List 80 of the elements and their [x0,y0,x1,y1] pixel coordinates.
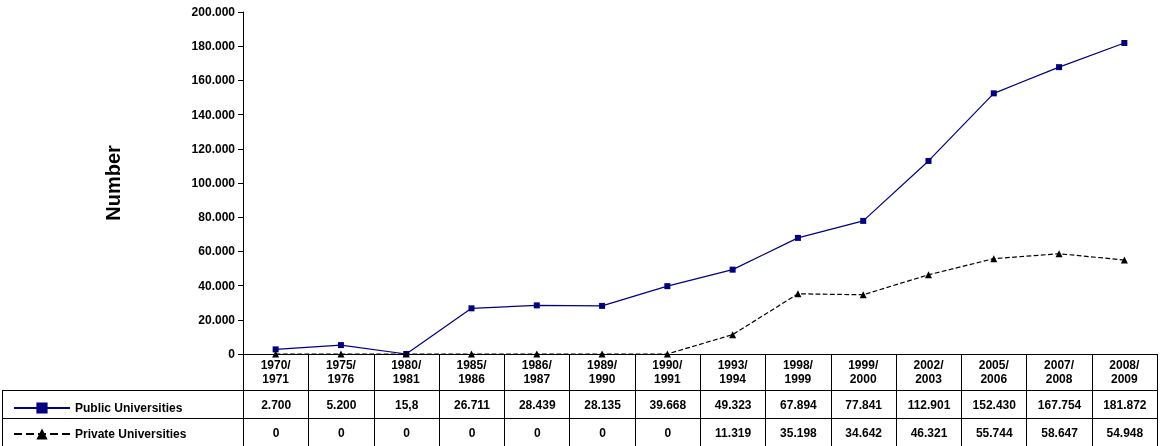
y-axis-title: Number [102,145,124,221]
x-tick-label: 2008/2009 [1109,358,1141,386]
x-tick-label: 1990/1991 [652,358,684,386]
point [990,90,997,97]
x-tick-label: 1989/1990 [587,358,618,386]
point [598,350,606,358]
y-tick-label: 180.000 [191,39,236,54]
point [794,290,802,298]
point [533,302,540,309]
data-label: 54.948 [1091,418,1158,446]
data-label: 0 [438,418,506,446]
data-label: 28.439 [504,390,571,419]
point [729,331,737,339]
point [1055,250,1063,258]
point [925,157,932,164]
data-label: 34.642 [830,418,897,446]
point [337,350,345,358]
point [272,346,279,353]
x-tick-label: 1970/1971 [260,358,292,386]
point [468,350,475,358]
point [533,350,541,358]
y-tick-label: 160.000 [191,73,236,88]
y-tick-label: 120.000 [191,141,236,156]
data-label: 0 [634,418,701,446]
data-label: 0 [504,418,571,446]
y-tick-label: 200.000 [191,5,236,19]
data-label: 77.841 [830,390,897,419]
data-label: 46.321 [895,418,963,446]
legend-label: Private Universities [75,427,187,441]
point [1120,256,1128,264]
point [1056,64,1063,71]
point [599,302,606,309]
data-label: 152.430 [961,390,1028,419]
x-tick-label: 1993/1994 [717,358,749,386]
point [337,342,344,349]
point [468,305,475,312]
data-label: 35.198 [765,418,832,446]
point [664,283,671,290]
x-tick-label: 2005/2006 [978,358,1010,386]
y-tick-label: 100.000 [191,176,236,190]
data-label: 112.901 [895,390,963,419]
point [1121,40,1128,46]
legend-label: Public Universities [75,401,183,415]
data-label: 55.744 [961,418,1028,446]
point [663,350,671,358]
data-label: 0 [569,418,636,446]
y-tick-label: 40.000 [198,278,236,293]
x-tick-label: 1998/1999 [782,358,814,386]
point [925,271,932,279]
point [729,266,736,273]
y-tick-label: 140.000 [191,107,236,122]
point [794,234,801,241]
data-label: 181.872 [1091,390,1158,419]
y-tick-label: 0 [228,347,236,361]
data-label: 0 [373,418,440,446]
data-label: 26.711 [438,390,506,419]
y-tick-label: 60.000 [198,244,236,259]
point [272,350,280,358]
data-label: 49.323 [700,390,767,419]
x-tick-label: 2007/2008 [1044,358,1075,386]
x-tick-label: 1999/2000 [848,358,879,386]
data-label: 39.668 [634,390,701,419]
point [860,217,867,224]
x-tick-label: 1975/1976 [325,358,357,386]
data-label: 5.200 [308,390,375,419]
data-label: 67.894 [765,390,832,419]
x-tick-label: 1986/1987 [521,358,553,386]
data-label: 58.647 [1026,418,1093,446]
x-tick-label: 2002/2003 [913,358,945,386]
data-label: 15,8 [373,390,440,419]
y-tick-label: 80.000 [198,210,236,225]
data-label: 167.754 [1026,390,1093,419]
x-tick-label: 1980/1981 [391,358,422,386]
data-label: 11.319 [700,418,767,446]
data-label: 0 [243,418,310,446]
y-tick-label: 20.000 [198,312,236,327]
data-label: 28.135 [569,390,636,419]
data-label: 0 [308,418,375,446]
data-label: 2.700 [243,390,310,419]
x-tick-label: 1985/1986 [456,358,488,386]
